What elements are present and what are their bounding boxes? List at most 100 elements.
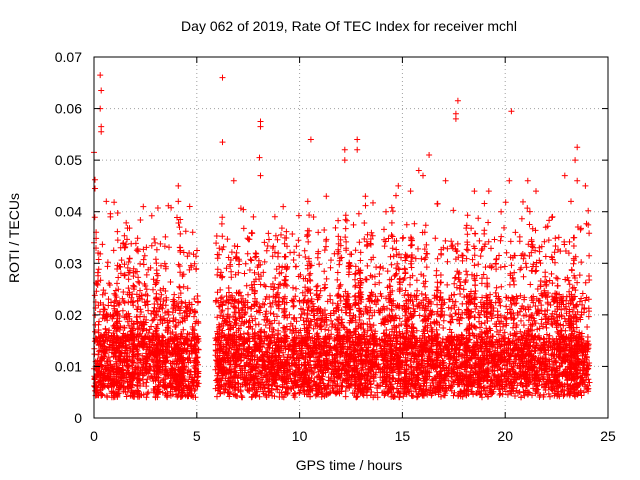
- data-point: [171, 291, 178, 298]
- data-point: [243, 282, 250, 289]
- data-point: [175, 261, 182, 268]
- data-point: [184, 285, 191, 292]
- grid: [94, 57, 608, 418]
- data-point: [158, 291, 165, 298]
- data-point: [295, 212, 302, 219]
- data-point: [176, 224, 183, 231]
- data-point: [478, 280, 485, 287]
- data-point: [510, 324, 516, 331]
- data-point: [289, 231, 296, 237]
- data-point: [133, 247, 140, 254]
- data-point: [143, 286, 150, 293]
- data-point: [191, 327, 198, 334]
- data-point: [140, 256, 147, 263]
- data-point: [214, 266, 221, 273]
- data-point: [191, 260, 198, 267]
- data-point: [290, 303, 297, 310]
- data-point: [95, 266, 102, 273]
- data-point: [512, 229, 519, 236]
- data-point: [370, 199, 376, 206]
- data-point: [189, 323, 196, 330]
- data-point: [124, 236, 130, 243]
- data-point: [271, 213, 278, 220]
- data-point: [92, 328, 98, 335]
- data-point: [293, 285, 299, 292]
- data-point: [191, 313, 197, 320]
- data-point: [172, 323, 179, 330]
- data-point: [400, 234, 407, 241]
- data-point: [175, 294, 182, 301]
- data-point: [176, 263, 183, 270]
- data-point: [389, 245, 396, 252]
- data-point: [114, 228, 121, 235]
- data-point: [283, 235, 290, 241]
- data-point: [477, 253, 484, 260]
- data-point: [463, 268, 470, 275]
- data-point: [250, 213, 257, 220]
- data-point: [126, 225, 133, 232]
- data-point: [261, 282, 268, 289]
- data-point: [97, 72, 104, 79]
- data-point: [95, 256, 102, 263]
- data-point: [276, 281, 282, 288]
- data-point: [518, 215, 525, 222]
- data-point: [520, 198, 526, 205]
- data-point: [507, 238, 514, 245]
- data-point: [323, 243, 329, 250]
- data-point: [128, 240, 135, 247]
- data-point: [407, 281, 413, 288]
- data-point: [125, 276, 132, 283]
- data-point: [448, 238, 455, 245]
- data-point: [213, 240, 220, 247]
- data-point: [93, 280, 100, 287]
- data-point: [136, 279, 143, 286]
- data-point: [123, 219, 130, 226]
- data-point: [192, 309, 199, 316]
- data-point: [182, 228, 189, 235]
- data-point: [191, 296, 198, 302]
- data-point: [586, 252, 593, 259]
- data-point: [418, 255, 425, 262]
- data-point: [194, 247, 200, 254]
- data-point: [548, 270, 555, 277]
- data-point: [501, 224, 507, 231]
- data-point: [123, 241, 129, 248]
- data-point: [158, 262, 164, 269]
- data-point: [448, 313, 455, 320]
- data-point: [546, 217, 553, 224]
- data-point: [110, 247, 117, 254]
- data-point: [176, 284, 183, 291]
- data-point: [278, 231, 284, 238]
- data-point: [541, 238, 548, 245]
- data-point: [547, 393, 553, 400]
- data-point: [105, 302, 112, 309]
- data-point: [242, 310, 249, 317]
- data-point: [114, 237, 121, 244]
- data-point: [343, 217, 350, 224]
- data-point: [137, 260, 144, 267]
- data-point: [460, 286, 467, 293]
- data-point: [148, 323, 155, 330]
- data-point: [475, 261, 482, 268]
- data-point: [114, 210, 121, 216]
- data-point: [102, 325, 109, 332]
- data-point: [586, 277, 593, 283]
- data-point: [440, 325, 447, 331]
- data-point: [295, 237, 302, 244]
- data-point: [332, 224, 339, 231]
- data-point: [98, 123, 105, 130]
- data-point: [175, 198, 182, 205]
- data-point: [138, 309, 145, 315]
- data-point: [103, 198, 110, 205]
- data-point: [144, 376, 151, 383]
- data-point: [135, 274, 142, 281]
- data-point: [552, 235, 559, 242]
- data-point: [92, 321, 99, 328]
- data-point: [423, 264, 430, 271]
- data-point: [432, 235, 439, 242]
- data-point: [440, 317, 447, 324]
- data-point: [582, 279, 589, 286]
- data-point: [315, 229, 322, 236]
- data-point: [178, 298, 185, 305]
- data-point: [118, 257, 125, 264]
